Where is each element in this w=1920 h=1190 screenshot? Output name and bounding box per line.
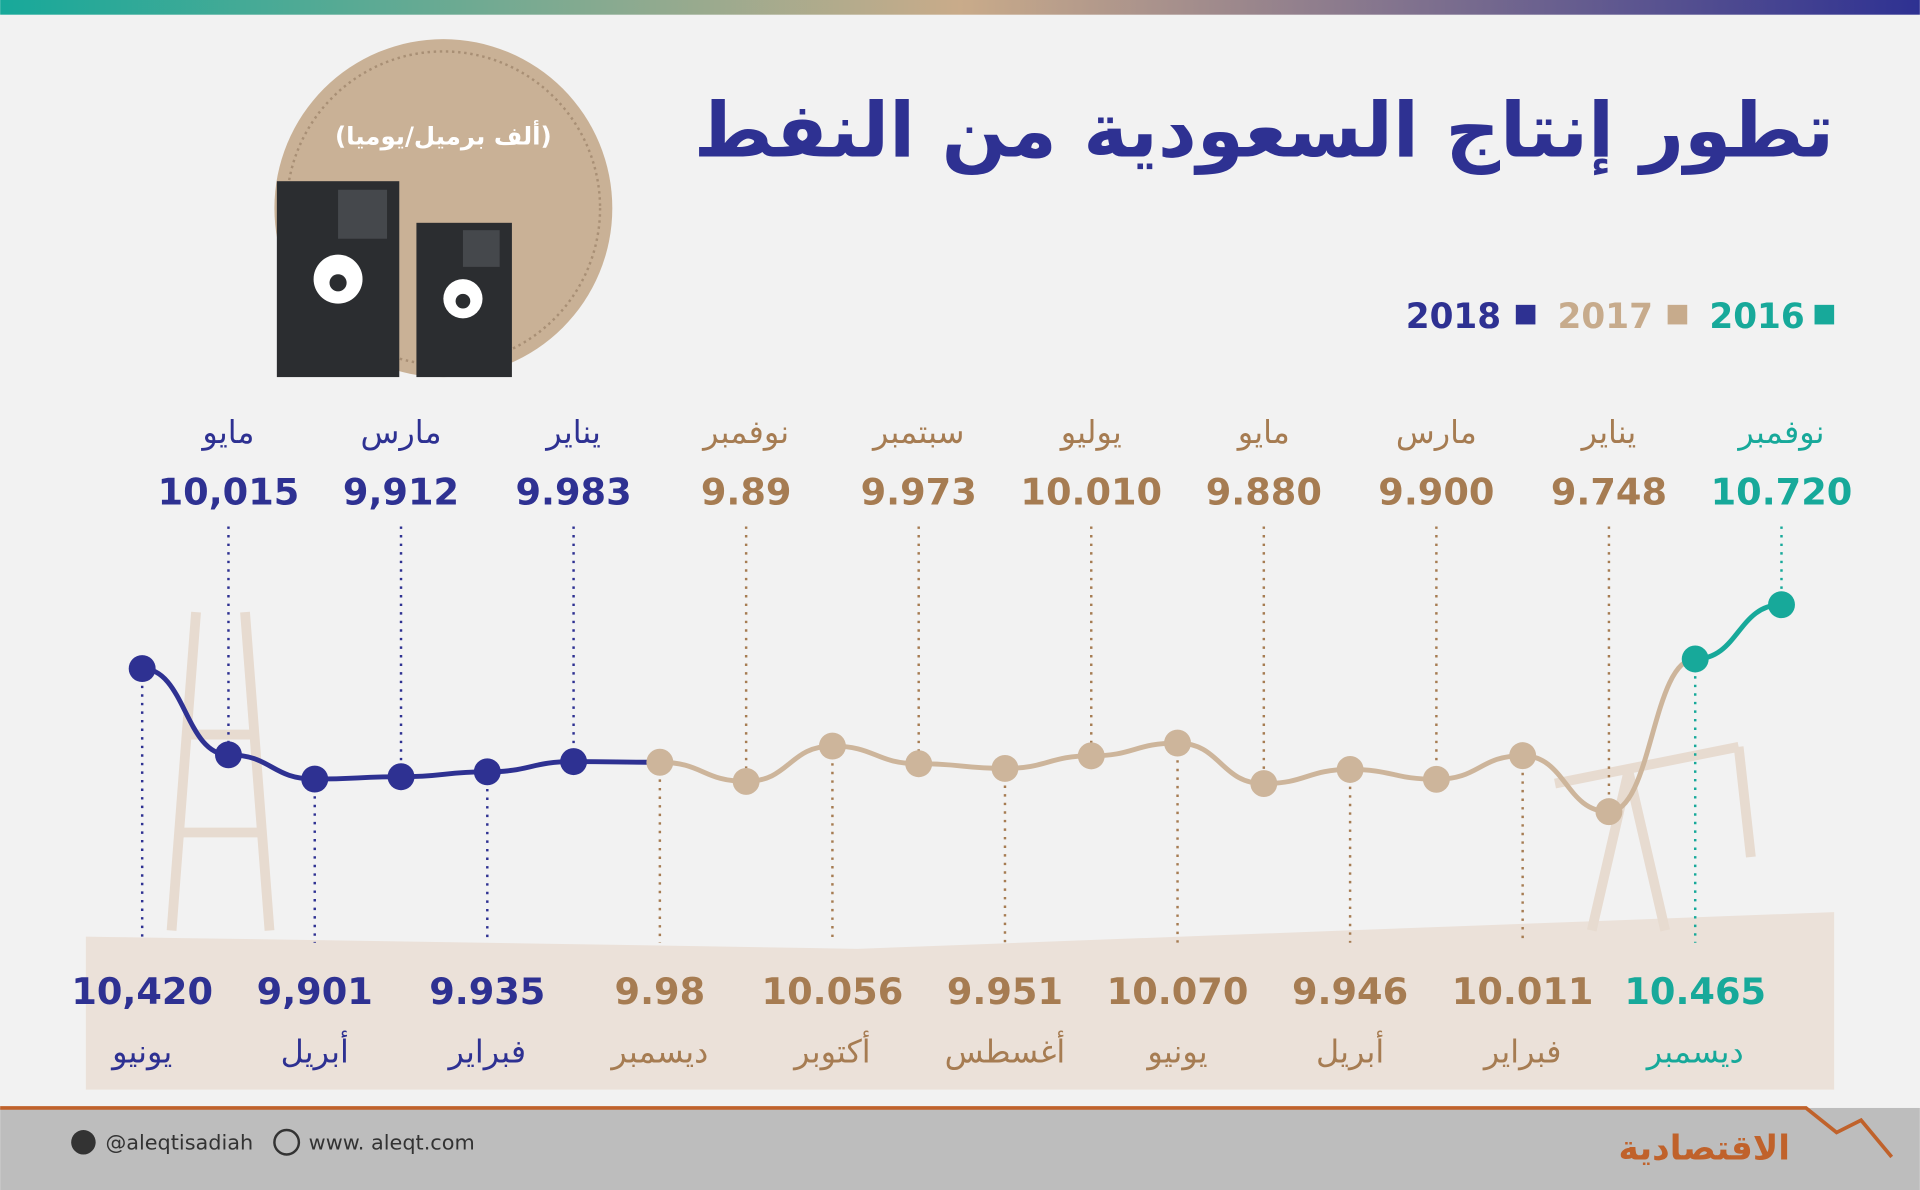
pump-jack-silhouette [166, 611, 1756, 932]
month-label: أكتوبر [792, 1031, 870, 1071]
month-label: فبراير [1482, 1033, 1562, 1071]
brand-logo: الاقتصادية [1619, 1128, 1791, 1168]
value-label: 10.070 [1107, 970, 1249, 1013]
page-title: تطور إنتاج السعودية من النفط [694, 87, 1834, 176]
value-label: 9.983 [516, 470, 632, 513]
value-label: 9.89 [701, 470, 792, 513]
line-segment [141, 666, 229, 758]
data-point [905, 750, 933, 778]
data-point [214, 741, 242, 769]
month-label: يوليو [1059, 413, 1122, 451]
legend-label-2018: 2018 [1406, 297, 1501, 337]
legend-swatch-2017 [1667, 304, 1688, 325]
value-label: 10.056 [762, 970, 904, 1013]
month-label: يناير [544, 413, 601, 451]
data-point [1164, 729, 1192, 757]
value-label: 10.465 [1624, 970, 1766, 1013]
month-label: سبتمبر [871, 413, 964, 451]
oil-barrels-illustration [274, 39, 613, 378]
value-label: 10.010 [1020, 470, 1162, 513]
line-segment [1177, 740, 1264, 786]
data-point [473, 758, 501, 786]
value-label: 9.98 [615, 970, 706, 1013]
twitter-handle[interactable]: @aleqtisadiah [105, 1131, 253, 1155]
line-segment [746, 743, 833, 784]
legend-swatch-2018 [1515, 304, 1536, 325]
legend-label-2017: 2017 [1558, 297, 1653, 337]
data-point [387, 763, 415, 791]
data-point [646, 748, 674, 776]
month-label: نوفمبر [701, 413, 789, 451]
data-point [1250, 770, 1278, 798]
twitter-icon[interactable] [71, 1130, 96, 1155]
value-label: 9.951 [947, 970, 1063, 1013]
line-segment [1695, 602, 1782, 662]
month-label: يونيو [110, 1033, 172, 1071]
value-label: 9.748 [1551, 470, 1667, 513]
value-label: 9,912 [343, 470, 459, 513]
data-point [301, 765, 329, 793]
footer-bar [0, 1107, 1920, 1190]
month-label: أبريل [1316, 1031, 1384, 1071]
month-label: فبراير [446, 1033, 526, 1071]
data-point [1681, 645, 1709, 673]
data-point [1768, 591, 1795, 619]
month-label: نوفمبر [1736, 413, 1824, 451]
footer-accent-line [0, 1106, 1894, 1159]
data-point [1422, 765, 1450, 793]
month-label: مايو [200, 413, 254, 451]
website-link[interactable]: www. aleqt.com [309, 1131, 475, 1155]
globe-icon [273, 1128, 301, 1156]
legend-swatch-2016 [1814, 304, 1835, 325]
value-label: 10.011 [1452, 970, 1594, 1013]
month-label: يونيو [1145, 1033, 1207, 1071]
unit-label: (ألف برميل/يوميا) [335, 119, 552, 150]
value-label: 9.880 [1206, 470, 1322, 513]
oilfield-silhouette [85, 912, 1835, 1090]
value-label: 9,901 [257, 970, 373, 1013]
production-line-chart: 10.720 نوفمبر 10.465 ديسمبر 9.748 يناير 10.011… [71, 413, 1852, 1070]
data-point [991, 754, 1019, 782]
data-point [128, 655, 156, 683]
month-label: مارس [1396, 413, 1477, 451]
value-label: 9.935 [429, 970, 545, 1013]
value-label: 9.946 [1292, 970, 1408, 1013]
value-label: 9.900 [1378, 470, 1494, 513]
data-point [1077, 742, 1105, 770]
data-point [1336, 756, 1364, 783]
value-label: 9.973 [861, 470, 977, 513]
value-label: 10,420 [71, 970, 213, 1013]
legend-label-2016: 2016 [1709, 297, 1804, 337]
month-label: ديسمبر [1645, 1033, 1744, 1071]
month-label: ديسمبر [609, 1033, 708, 1071]
month-label: أبريل [281, 1031, 349, 1071]
top-gradient-bar [0, 0, 1920, 15]
line-segment [1608, 656, 1696, 815]
month-label: مايو [1236, 413, 1290, 451]
line-segment [1522, 753, 1610, 815]
value-label: 10,015 [158, 470, 300, 513]
data-point [732, 767, 760, 795]
data-point [1595, 798, 1623, 826]
value-label: 10.720 [1711, 470, 1853, 513]
month-label: مارس [361, 413, 442, 451]
month-label: أغسطس [945, 1031, 1066, 1071]
data-point [818, 732, 846, 760]
data-point [560, 748, 588, 776]
data-point [1509, 742, 1537, 770]
legend: 2018 2017 2016 [1406, 297, 1835, 337]
month-label: يناير [1580, 413, 1637, 451]
